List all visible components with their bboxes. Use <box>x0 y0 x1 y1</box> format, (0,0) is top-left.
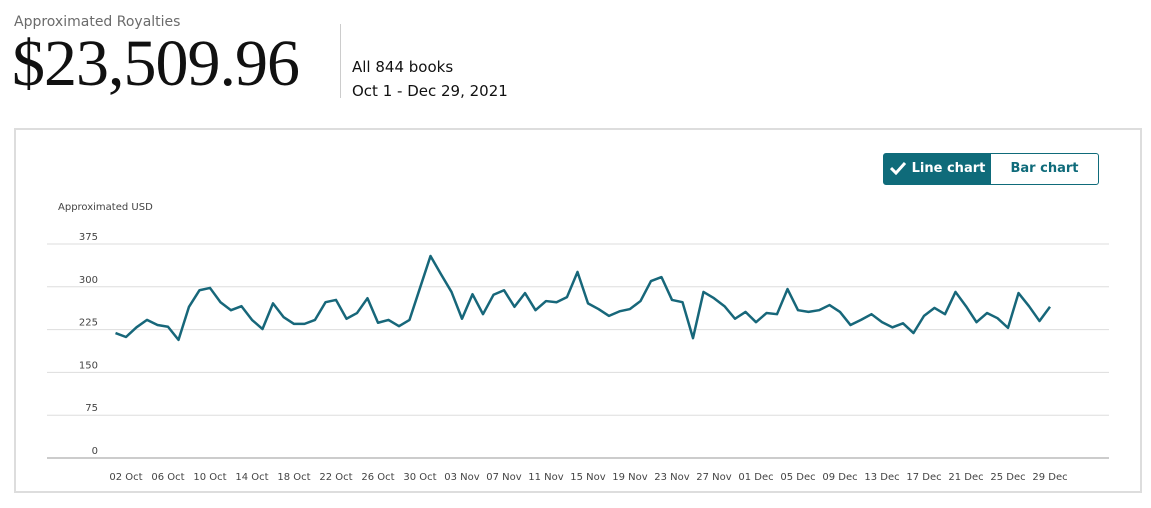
button-label: Bar chart <box>1010 161 1079 176</box>
royalties-label: Approximated Royalties <box>14 14 181 30</box>
y-tick-label: 225 <box>79 318 98 329</box>
check-icon <box>889 161 906 176</box>
x-tick-label: 02 Oct <box>109 472 142 483</box>
line-chart-button[interactable]: Line chart <box>883 153 992 185</box>
divider <box>340 24 341 98</box>
x-tick-label: 13 Dec <box>864 472 899 483</box>
x-tick-label: 26 Oct <box>361 472 394 483</box>
x-tick-label: 19 Nov <box>612 472 648 483</box>
x-tick-label: 06 Oct <box>151 472 184 483</box>
x-tick-label: 22 Oct <box>319 472 352 483</box>
books-count: All 844 books <box>352 58 454 76</box>
x-tick-label: 05 Dec <box>780 472 815 483</box>
x-tick-label: 23 Nov <box>654 472 690 483</box>
x-tick-label: 07 Nov <box>486 472 522 483</box>
x-tick-label: 25 Dec <box>990 472 1025 483</box>
y-tick-label: 75 <box>85 403 98 414</box>
bar-chart-button[interactable]: Bar chart <box>990 153 1099 185</box>
x-tick-label: 21 Dec <box>948 472 983 483</box>
y-tick-label: 150 <box>79 360 98 371</box>
x-tick-label: 09 Dec <box>822 472 857 483</box>
date-range: Oct 1 - Dec 29, 2021 <box>352 82 508 100</box>
x-tick-label: 18 Oct <box>277 472 310 483</box>
x-tick-label: 11 Nov <box>528 472 564 483</box>
y-tick-label: 0 <box>92 446 98 457</box>
x-tick-label: 01 Dec <box>738 472 773 483</box>
chart-panel <box>14 128 1142 493</box>
x-tick-label: 10 Oct <box>193 472 226 483</box>
x-tick-label: 29 Dec <box>1032 472 1067 483</box>
x-tick-label: 27 Nov <box>696 472 732 483</box>
button-label: Line chart <box>911 161 986 176</box>
y-axis-label: Approximated USD <box>58 202 153 213</box>
x-tick-label: 14 Oct <box>235 472 268 483</box>
x-tick-label: 03 Nov <box>444 472 480 483</box>
y-tick-label: 300 <box>79 275 98 286</box>
y-tick-label: 375 <box>79 232 98 243</box>
data-line <box>115 254 1052 342</box>
x-tick-label: 15 Nov <box>570 472 606 483</box>
x-tick-label: 17 Dec <box>906 472 941 483</box>
x-tick-label: 30 Oct <box>403 472 436 483</box>
royalties-amount: $23,509.96 <box>12 27 300 100</box>
